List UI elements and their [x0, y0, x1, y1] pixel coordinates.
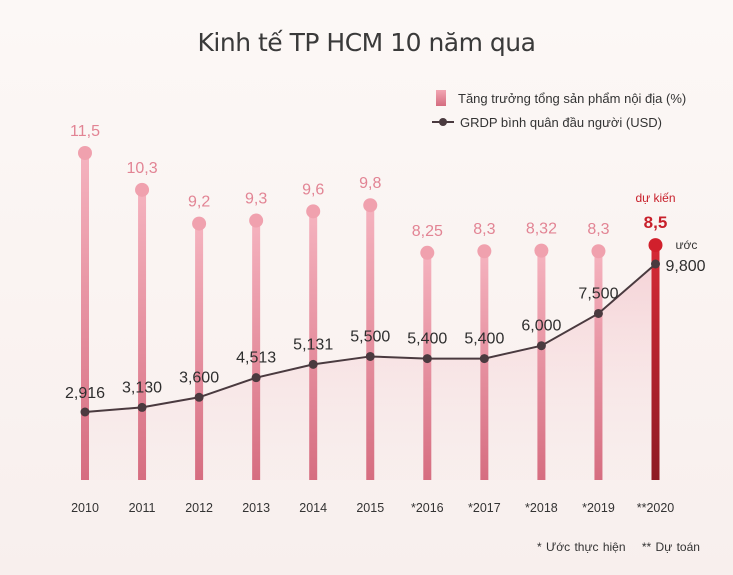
grdp-point [422, 354, 432, 364]
growth-bar-cap [249, 213, 264, 228]
grdp-value-label: 5,131 [293, 336, 333, 353]
bar-swatch-icon [436, 90, 446, 106]
grdp-point [194, 392, 204, 402]
category-label: *2017 [468, 501, 501, 515]
grdp-point [593, 308, 603, 318]
category-label: 2013 [242, 501, 270, 515]
category-label: 2014 [299, 501, 327, 515]
growth-bar-cap [534, 243, 549, 258]
growth-bar [423, 252, 432, 480]
growth-value-label: 10,3 [126, 160, 157, 177]
growth-bar [594, 251, 603, 480]
estimate-label: ước [676, 238, 698, 252]
grdp-value-label: 5,400 [407, 331, 447, 348]
growth-bar [138, 189, 147, 480]
legend: Tăng trưởng tổng sản phẩm nội địa (%) GR… [432, 86, 686, 134]
legend-item-growth: Tăng trưởng tổng sản phẩm nội địa (%) [432, 86, 686, 110]
chart-title: Kinh tế TP HCM 10 năm qua [197, 28, 536, 57]
growth-value-label: 8,5 [644, 213, 668, 232]
growth-bar-cap [78, 146, 92, 160]
footnote-forecast: ** Dự toán [641, 540, 700, 554]
legend-item-grdp: GRDP bình quân đầu người (USD) [432, 110, 686, 134]
grdp-point [308, 359, 318, 369]
category-label: *2018 [525, 501, 558, 515]
growth-bar [651, 245, 660, 480]
growth-value-label: 11,5 [70, 123, 100, 140]
growth-value-label: 8,25 [412, 223, 443, 240]
grdp-value-label: 3,130 [122, 379, 162, 396]
growth-bar-cap [135, 182, 150, 197]
grdp-value-label: 2,916 [65, 385, 105, 402]
grdp-value-label: 5,400 [464, 331, 504, 348]
grdp-value-label: 9,800 [666, 258, 706, 275]
growth-bar [537, 250, 546, 480]
grdp-value-label: 7,500 [578, 285, 618, 302]
category-label: 2012 [185, 501, 213, 515]
growth-bar [480, 251, 489, 480]
growth-value-label: 9,8 [359, 175, 381, 192]
category-label: *2019 [582, 501, 615, 515]
forecast-label: dự kiến [635, 191, 675, 205]
grdp-point [479, 354, 489, 364]
growth-value-label: 9,6 [302, 181, 324, 198]
growth-bar-cap [591, 244, 606, 259]
grdp-value-label: 4,513 [236, 350, 276, 367]
growth-value-label: 8,32 [526, 221, 557, 238]
growth-bar-cap [192, 216, 207, 231]
legend-label-grdp: GRDP bình quân đầu người (USD) [460, 114, 662, 130]
grdp-value-label: 5,500 [350, 328, 390, 345]
growth-bar [81, 153, 89, 480]
grdp-value-label: 6,000 [521, 318, 561, 335]
grdp-point [365, 351, 375, 361]
category-label: *2016 [411, 501, 444, 515]
growth-bar [252, 220, 261, 481]
growth-bar-cap [477, 244, 492, 259]
grdp-point [536, 341, 546, 351]
growth-bar-cap [306, 204, 321, 219]
category-label: 2011 [129, 501, 156, 515]
growth-bar [366, 205, 375, 480]
growth-value-label: 9,2 [188, 194, 210, 211]
growth-bar-cap [648, 238, 663, 253]
growth-value-label: 8,3 [587, 221, 609, 238]
growth-value-label: 9,3 [245, 191, 267, 208]
footnotes: * Ước thực hiện ** Dự toán [537, 540, 712, 554]
category-label: 2015 [356, 501, 384, 515]
grdp-point [137, 402, 147, 412]
growth-bar-cap [420, 245, 435, 260]
grdp-point [80, 407, 90, 417]
line-swatch-icon [432, 114, 454, 130]
growth-bar-cap [363, 198, 378, 213]
growth-bar [309, 211, 318, 480]
category-label: 2010 [71, 501, 99, 515]
growth-value-label: 8,3 [473, 221, 495, 238]
grdp-point [251, 373, 261, 383]
growth-bar [195, 223, 204, 481]
legend-label-growth: Tăng trưởng tổng sản phẩm nội địa (%) [458, 90, 687, 106]
grdp-point [651, 259, 660, 269]
category-label: **2020 [637, 501, 675, 515]
footnote-estimate: * Ước thực hiện [537, 540, 626, 554]
grdp-value-label: 3,600 [179, 369, 219, 386]
